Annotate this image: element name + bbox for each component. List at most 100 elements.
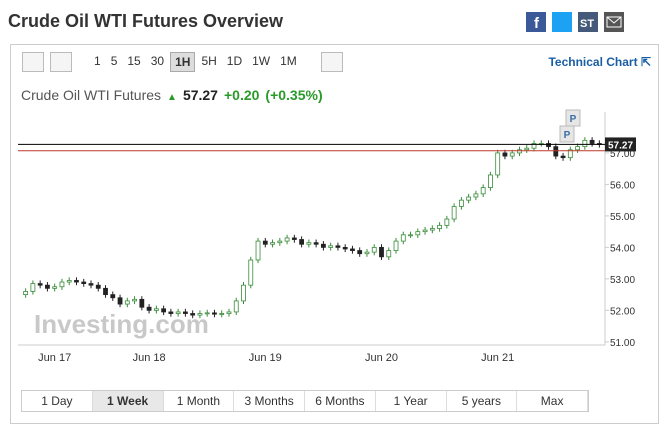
- range-tab[interactable]: 1 Day: [22, 391, 93, 411]
- candle-body: [183, 311, 188, 314]
- candle-body: [219, 313, 225, 315]
- interval-button[interactable]: 5: [110, 54, 118, 68]
- price: 57.27: [182, 87, 218, 103]
- candle-body: [509, 152, 515, 157]
- range-tab[interactable]: 3 Months: [234, 391, 305, 411]
- candle-body: [371, 246, 377, 253]
- candle-body: [495, 152, 501, 176]
- candle-icon[interactable]: [22, 52, 44, 72]
- interval-button[interactable]: 1: [94, 54, 101, 68]
- candle-body: [153, 308, 159, 311]
- candle-body: [328, 245, 334, 248]
- candle-body: [277, 240, 283, 244]
- y-tick-label: 54.00: [610, 243, 635, 254]
- candle-body: [241, 284, 246, 302]
- interval-button[interactable]: 1W: [252, 54, 271, 68]
- y-tick-label: 56.00: [610, 180, 635, 191]
- candle-body: [132, 298, 137, 302]
- interval-button[interactable]: 30: [150, 54, 165, 68]
- range-tab[interactable]: 5 years: [447, 391, 518, 411]
- candle-body: [212, 312, 217, 315]
- candle-body: [299, 239, 305, 245]
- svg-text:f: f: [534, 15, 540, 32]
- candle-body: [393, 240, 399, 251]
- price-tag: [605, 137, 636, 152]
- candle-body: [95, 284, 101, 289]
- candle-body: [110, 294, 116, 299]
- candle-body: [248, 259, 254, 286]
- candle-body: [582, 139, 588, 148]
- candle-body: [553, 146, 559, 157]
- candle-body: [473, 193, 479, 198]
- candle-body: [437, 224, 442, 229]
- watermark: Investing.com: [34, 309, 209, 339]
- toolbar: 1 5 15 30 1H 5H 1D 1W 1M: [22, 51, 349, 73]
- candle-body: [255, 240, 261, 261]
- link-text[interactable]: Technical Chart: [548, 55, 638, 69]
- x-tick-label: Jun 17: [38, 352, 71, 364]
- candle-body: [190, 313, 196, 316]
- candle-body: [262, 240, 268, 245]
- change-percent: (+0.35%): [265, 87, 323, 103]
- candle-body: [59, 281, 65, 288]
- candle-body: [524, 147, 530, 151]
- candle-body: [81, 281, 87, 285]
- interval-button[interactable]: 15: [127, 54, 141, 68]
- candle-body: [357, 250, 363, 255]
- line-icon[interactable]: [50, 52, 72, 72]
- candle-body: [270, 242, 275, 245]
- candle-body: [161, 308, 167, 313]
- calendar-icon[interactable]: [320, 52, 343, 72]
- range-tab[interactable]: 1 Month: [164, 391, 235, 411]
- candle-body: [117, 297, 123, 305]
- candle-body: [306, 242, 312, 245]
- price-tag-label: 57.27: [608, 140, 633, 151]
- y-tick-label: 57.00: [610, 149, 635, 160]
- candle-body: [415, 231, 421, 236]
- interval-button[interactable]: 5H: [201, 54, 217, 68]
- candle-body: [103, 287, 108, 296]
- candle-body: [52, 286, 58, 289]
- candle-body: [560, 155, 566, 159]
- change: +0.20: [223, 87, 260, 103]
- facebook-icon[interactable]: [526, 12, 546, 32]
- technical-chart-link[interactable]: Technical Chart ⇱: [548, 55, 651, 69]
- instrument-name: Crude Oil WTI Futures: [21, 87, 162, 103]
- y-tick-label: 51.00: [610, 338, 635, 349]
- candle-body: [444, 218, 450, 226]
- candle-body: [320, 243, 326, 248]
- range-tab[interactable]: 6 Months: [305, 391, 376, 411]
- candle-body: [197, 313, 203, 316]
- candle-body: [233, 300, 239, 313]
- stocktwits-icon[interactable]: [578, 12, 598, 32]
- x-tick-label: Jun 20: [365, 352, 398, 364]
- x-tick-label: Jun 19: [249, 352, 282, 364]
- candle-body: [146, 306, 152, 311]
- candle-body: [204, 312, 210, 315]
- candle-body: [284, 237, 290, 242]
- candle-body: [139, 298, 145, 308]
- range-tab[interactable]: 1 Year: [376, 391, 447, 411]
- y-tick-label: 53.00: [610, 275, 635, 286]
- candle-body: [175, 311, 181, 314]
- candle-body: [66, 280, 72, 283]
- range-tab[interactable]: Max: [517, 391, 588, 411]
- candle-body: [342, 246, 348, 250]
- interval-button[interactable]: 1H: [170, 52, 196, 72]
- candle-body: [466, 196, 472, 201]
- x-tick-label: Jun 18: [133, 352, 166, 364]
- twitter-icon[interactable]: [552, 12, 572, 32]
- candle-body: [74, 280, 79, 283]
- candle-body: [531, 143, 537, 149]
- interval-button[interactable]: 1D: [226, 54, 243, 68]
- candle-body: [313, 242, 319, 245]
- candle-body: [291, 237, 297, 240]
- event-marker: [559, 125, 575, 143]
- candle-body: [379, 246, 384, 258]
- interval-button[interactable]: 1M: [280, 54, 297, 68]
- candle-body: [408, 234, 413, 237]
- candle-body: [226, 311, 232, 314]
- candle-body: [451, 206, 457, 220]
- range-tab[interactable]: 1 Week: [92, 391, 164, 411]
